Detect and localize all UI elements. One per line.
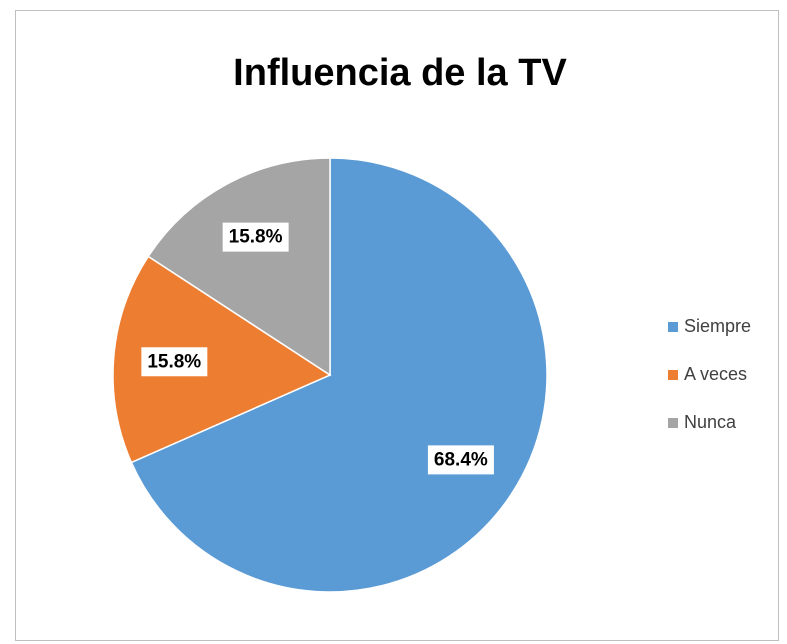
- data-label-box: [222, 222, 289, 252]
- data-label-box: [427, 445, 494, 475]
- data-label: 15.8%: [147, 351, 201, 372]
- chart-title: Influencia de la TV: [233, 52, 567, 94]
- legend-swatch: [668, 418, 678, 428]
- data-label-box: [141, 347, 208, 377]
- legend-label: A veces: [684, 364, 747, 384]
- data-label: 68.4%: [434, 449, 488, 470]
- data-label: 15.8%: [229, 227, 283, 248]
- legend-label: Siempre: [684, 316, 751, 336]
- pie-slice: [112, 255, 332, 464]
- pie-slice: [130, 157, 548, 593]
- legend-swatch: [668, 322, 678, 332]
- pie-slice: [147, 157, 331, 377]
- legend-label: Nunca: [684, 412, 737, 432]
- legend-swatch: [668, 370, 678, 380]
